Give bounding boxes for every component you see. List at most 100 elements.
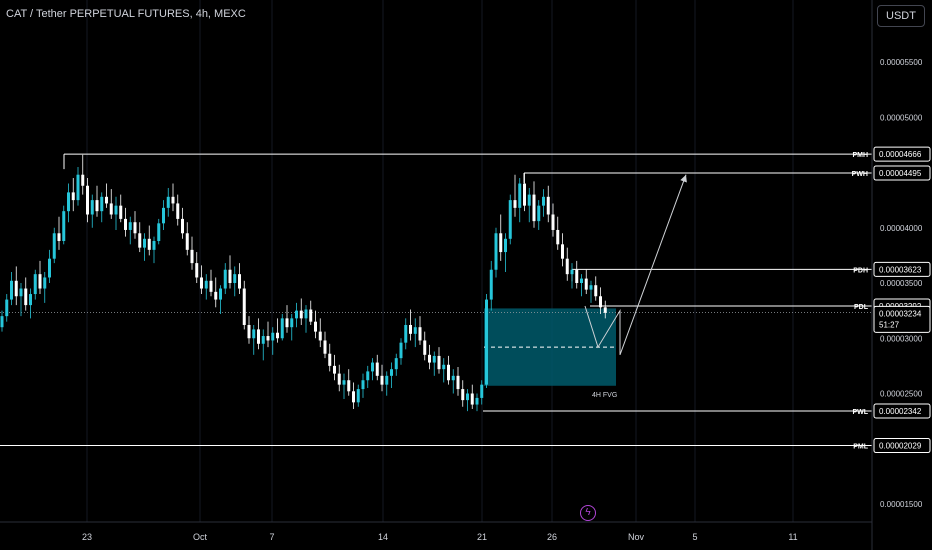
- y-tick-label: 0.00004000: [880, 224, 923, 233]
- candle: [599, 287, 602, 314]
- currency-button[interactable]: USDT: [877, 5, 925, 27]
- candle: [546, 185, 550, 223]
- level-tag-pdh: 0.00003623: [873, 261, 931, 277]
- candle: [14, 266, 18, 306]
- y-tick-label: 0.00001500: [880, 500, 923, 509]
- candle: [33, 269, 37, 300]
- candle: [119, 194, 123, 223]
- candle: [19, 283, 23, 317]
- level-label-pdl: PDL: [854, 304, 869, 311]
- candle: [133, 211, 137, 239]
- candle: [442, 358, 446, 383]
- candle: [423, 331, 427, 361]
- y-tick-label: 0.00003000: [880, 334, 923, 343]
- x-tick-label: 7: [269, 532, 274, 542]
- candle: [437, 347, 441, 374]
- last-price-tag: 0.00003234 51:27: [873, 305, 931, 333]
- level-pdl: PDL: [590, 304, 872, 311]
- candle: [603, 300, 607, 319]
- candle: [228, 255, 232, 289]
- candle: [247, 316, 251, 344]
- level-pmh: PMH: [63, 152, 872, 170]
- level-tag-pmh: 0.00004666: [873, 146, 931, 162]
- candle: [276, 318, 279, 343]
- candle: [242, 280, 246, 330]
- candle: [447, 355, 450, 385]
- candle: [413, 318, 417, 348]
- candle: [43, 271, 47, 303]
- grid-lines: [86, 0, 794, 522]
- candle: [109, 189, 113, 219]
- x-tick-label: 14: [378, 532, 388, 542]
- x-tick-label: 5: [692, 532, 697, 542]
- candle: [404, 318, 408, 350]
- candle: [271, 327, 275, 355]
- candle: [290, 313, 294, 341]
- candle: [466, 389, 469, 412]
- candle: [518, 178, 522, 223]
- candle: [323, 331, 327, 359]
- candle: [105, 183, 108, 208]
- candle: [138, 222, 142, 253]
- candle: [76, 166, 80, 206]
- level-pml: PML: [0, 444, 872, 451]
- candle: [299, 298, 303, 325]
- candle: [561, 233, 564, 267]
- level-value-pwh: 0.00004495: [879, 169, 922, 178]
- candle: [428, 344, 431, 370]
- level-value-pmh: 0.00004666: [879, 150, 922, 159]
- candle: [280, 313, 284, 341]
- candle: [181, 207, 184, 239]
- candle: [166, 187, 170, 217]
- candle: [128, 216, 132, 245]
- candle: [532, 181, 536, 228]
- last-price-value: 0.00003234: [879, 309, 922, 318]
- candle: [71, 178, 75, 212]
- candle: [475, 393, 479, 412]
- candle: [499, 214, 503, 261]
- candle: [352, 382, 355, 409]
- candle: [366, 365, 370, 388]
- candle: [489, 260, 493, 311]
- candle: [238, 263, 241, 295]
- candle: [257, 318, 260, 350]
- candle: [504, 233, 507, 272]
- candle: [95, 185, 99, 217]
- candle: [38, 260, 42, 295]
- level-tag-pwh: 0.00004495: [873, 165, 931, 181]
- y-axis-ticks: 0.00005500 0.00005000 0.00004000 0.00003500…: [880, 58, 923, 509]
- candle: [328, 343, 332, 372]
- candle: [589, 280, 593, 303]
- candle: [10, 271, 13, 306]
- candle: [124, 207, 127, 237]
- candle: [157, 218, 161, 245]
- candle: [86, 178, 89, 223]
- x-tick-label: 11: [788, 532, 797, 542]
- candle: [214, 277, 218, 308]
- lightning-icon[interactable]: ϟ: [580, 505, 596, 521]
- y-tick-label: 0.00005000: [880, 113, 923, 122]
- level-value-pwl: 0.00002342: [879, 407, 922, 416]
- candle: [584, 269, 588, 295]
- candle: [24, 277, 28, 311]
- candles: [0, 154, 607, 412]
- candle: [295, 302, 298, 328]
- candle: [337, 364, 341, 392]
- candle: [81, 154, 85, 195]
- chart-title: CAT / Tether PERPETUAL FUTURES, 4h, MEXC: [6, 8, 246, 20]
- candle: [304, 305, 308, 333]
- candle: [537, 200, 541, 230]
- candle: [432, 351, 436, 376]
- candle: [0, 310, 4, 332]
- projection-path: [584, 174, 687, 355]
- candle: [100, 192, 104, 223]
- candle: [185, 222, 189, 256]
- level-label-pml: PML: [853, 444, 869, 451]
- candle: [580, 274, 583, 297]
- candle: [223, 263, 227, 295]
- candle: [394, 353, 398, 376]
- candle: [527, 187, 531, 223]
- candle: [162, 200, 165, 230]
- level-pwl: PWL: [483, 409, 872, 416]
